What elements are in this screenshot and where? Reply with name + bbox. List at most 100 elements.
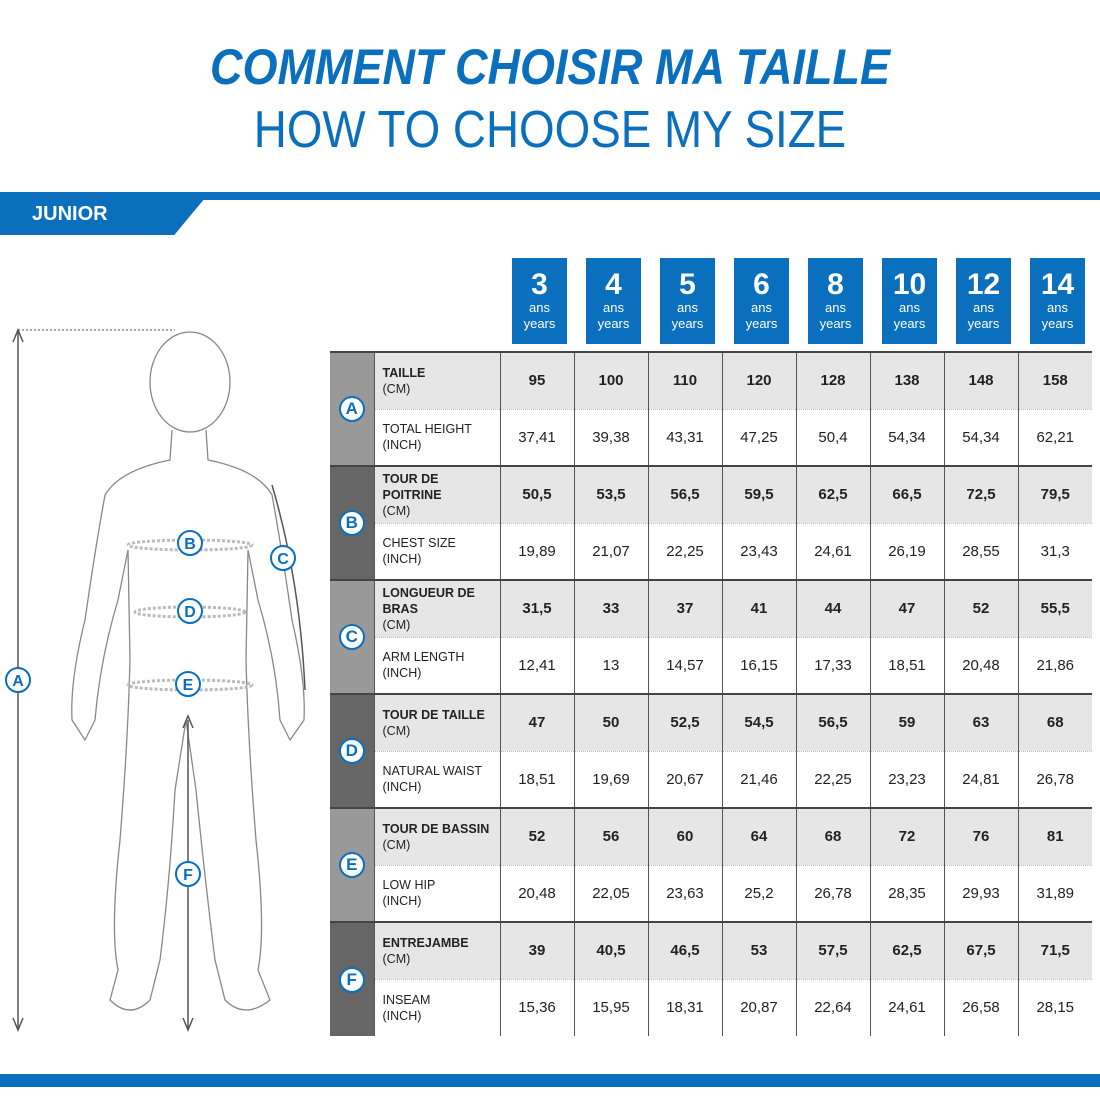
value-cell: 40,5 bbox=[573, 921, 648, 979]
age-number: 3 bbox=[531, 268, 548, 301]
value-cell: 138 bbox=[869, 351, 944, 409]
value-cell: 22,05 bbox=[573, 864, 648, 922]
svg-text:C: C bbox=[277, 551, 289, 568]
value-cell: 22,64 bbox=[795, 978, 870, 1036]
value-cell: 19,89 bbox=[499, 522, 574, 580]
value-cell: 62,5 bbox=[795, 465, 870, 523]
row-label: TOTAL HEIGHT (INCH) bbox=[373, 408, 500, 466]
label-f-icon: F bbox=[175, 861, 201, 887]
value-cell: 23,23 bbox=[869, 750, 944, 808]
body-measurement-figure: A B C D E F bbox=[5, 328, 306, 1032]
label-b-icon: B bbox=[177, 530, 203, 556]
group-letter: A bbox=[338, 396, 365, 422]
age-header: 12 ans years bbox=[956, 258, 1011, 344]
value-cell: 22,25 bbox=[795, 750, 870, 808]
value-cell: 81 bbox=[1017, 807, 1092, 865]
age-header: 6 ans years bbox=[734, 258, 789, 344]
age-en: years bbox=[523, 316, 556, 331]
label-text: LONGUEUR DE BRAS bbox=[382, 585, 475, 616]
age-fr: ans bbox=[899, 300, 920, 315]
group-letter-cell: E bbox=[330, 807, 374, 922]
age-number: 14 bbox=[1040, 268, 1075, 301]
value-cell: 71,5 bbox=[1017, 921, 1092, 979]
value-cell: 50,5 bbox=[499, 465, 574, 523]
row-label: CHEST SIZE (INCH) bbox=[373, 522, 500, 580]
age-fr: ans bbox=[603, 300, 624, 315]
value-cell: 43,31 bbox=[647, 408, 722, 466]
label-text: TOUR DE BASSIN bbox=[382, 821, 490, 836]
label-text: LOW HIP bbox=[382, 878, 436, 893]
age-number: 8 bbox=[827, 268, 844, 301]
age-header: 5 ans years bbox=[660, 258, 715, 344]
value-cell: 28,15 bbox=[1017, 978, 1092, 1036]
table-row-cm: E TOUR DE BASSIN (CM) 52 56 60 64 68 72 76 81 bbox=[330, 807, 1092, 922]
value-cell: 52 bbox=[943, 579, 1018, 637]
value-cell: 53,5 bbox=[573, 465, 648, 523]
label-text: TOTAL HEIGHT bbox=[382, 422, 472, 437]
table-row-cm: F ENTREJAMBE (CM) 39 40,5 46,5 53 57,5 62,5 67,5 7… bbox=[330, 921, 1092, 1036]
table-row-inch: ARM LENGTH (INCH) 12,41 13 14,57 16,15 17,33 18… bbox=[330, 636, 1092, 694]
value-cell: 62,5 bbox=[869, 921, 944, 979]
value-cell: 14,57 bbox=[647, 636, 722, 694]
value-cell: 28,55 bbox=[943, 522, 1018, 580]
value-cell: 100 bbox=[573, 351, 648, 409]
label-text: TOUR DE TAILLE bbox=[382, 707, 485, 722]
table-row-inch: INSEAM (INCH) 15,36 15,95 18,31 20,87 22,64 24,… bbox=[330, 978, 1092, 1036]
age-en: years bbox=[671, 316, 704, 331]
page-subtitle: HOW TO CHOOSE MY SIZE bbox=[253, 101, 847, 159]
svg-text:F: F bbox=[183, 867, 193, 884]
unit-text: (CM) bbox=[382, 951, 411, 966]
age-fr: ans bbox=[529, 300, 550, 315]
table-row-cm: A TAILLE (CM) 95 100 110 120 128 138 148 158 bbox=[330, 351, 1092, 466]
group-letter-cell: A bbox=[330, 351, 374, 466]
group-letter: C bbox=[338, 624, 365, 650]
age-fr: ans bbox=[825, 300, 846, 315]
group-letter: E bbox=[338, 852, 365, 878]
age-en: years bbox=[819, 316, 852, 331]
row-label: NATURAL WAIST (INCH) bbox=[373, 750, 500, 808]
value-cell: 37 bbox=[647, 579, 722, 637]
value-cell: 54,34 bbox=[943, 408, 1018, 466]
age-fr: ans bbox=[973, 300, 994, 315]
row-label: LONGUEUR DE BRAS (CM) bbox=[373, 579, 500, 637]
label-text: CHEST SIZE bbox=[382, 536, 456, 551]
label-d-icon: D bbox=[177, 598, 203, 624]
unit-text: (INCH) bbox=[382, 552, 422, 567]
row-label: ARM LENGTH (INCH) bbox=[373, 636, 500, 694]
label-text: TAILLE bbox=[382, 365, 426, 380]
value-cell: 20,67 bbox=[647, 750, 722, 808]
value-cell: 22,25 bbox=[647, 522, 722, 580]
section-band bbox=[0, 192, 1100, 200]
label-text: NATURAL WAIST bbox=[382, 764, 483, 779]
table-row-inch: LOW HIP (INCH) 20,48 22,05 23,63 25,2 26,78 28,… bbox=[330, 864, 1092, 922]
value-cell: 76 bbox=[943, 807, 1018, 865]
label-a-icon: A bbox=[5, 667, 31, 693]
value-cell: 17,33 bbox=[795, 636, 870, 694]
section-tab: JUNIOR bbox=[0, 192, 210, 235]
age-number: 12 bbox=[966, 268, 1001, 301]
value-cell: 31,3 bbox=[1017, 522, 1092, 580]
value-cell: 21,46 bbox=[721, 750, 796, 808]
value-cell: 41 bbox=[721, 579, 796, 637]
value-cell: 39,38 bbox=[573, 408, 648, 466]
value-cell: 53 bbox=[721, 921, 796, 979]
value-cell: 47 bbox=[499, 693, 574, 751]
unit-text: (CM) bbox=[382, 381, 411, 396]
value-cell: 26,78 bbox=[795, 864, 870, 922]
value-cell: 25,2 bbox=[721, 864, 796, 922]
value-cell: 47 bbox=[869, 579, 944, 637]
value-cell: 95 bbox=[499, 351, 574, 409]
value-cell: 46,5 bbox=[647, 921, 722, 979]
age-en: years bbox=[1041, 316, 1074, 331]
age-en: years bbox=[967, 316, 1000, 331]
age-en: years bbox=[893, 316, 926, 331]
value-cell: 64 bbox=[721, 807, 796, 865]
value-cell: 26,58 bbox=[943, 978, 1018, 1036]
label-text: TOUR DE POITRINE bbox=[382, 471, 442, 502]
svg-text:B: B bbox=[184, 536, 196, 553]
value-cell: 33 bbox=[573, 579, 648, 637]
value-cell: 68 bbox=[1017, 693, 1092, 751]
label-c-icon: C bbox=[270, 545, 296, 571]
table-row-inch: NATURAL WAIST (INCH) 18,51 19,69 20,67 21,46 2… bbox=[330, 750, 1092, 808]
value-cell: 19,69 bbox=[573, 750, 648, 808]
